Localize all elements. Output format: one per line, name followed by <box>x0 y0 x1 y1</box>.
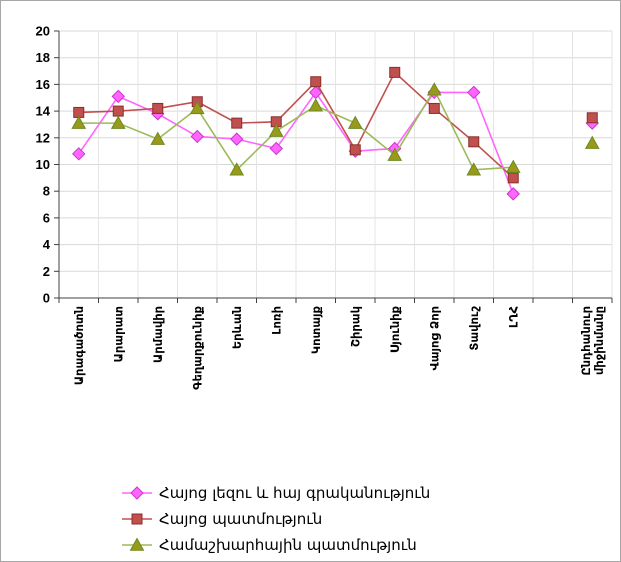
x-tick-label: Արմավիր <box>151 306 165 363</box>
data-point <box>72 147 86 161</box>
data-point <box>111 89 125 104</box>
legend-label: Համաշխարհային պատմություն <box>159 536 417 554</box>
data-point <box>229 162 245 176</box>
data-point <box>586 112 598 124</box>
y-tick-label: 20 <box>36 24 50 39</box>
data-point <box>190 129 204 144</box>
y-tick-label: 0 <box>43 291 50 306</box>
data-point <box>466 162 482 176</box>
y-tick-label: 2 <box>43 264 50 279</box>
y-tick-label: 16 <box>36 77 50 92</box>
data-point <box>505 159 521 173</box>
y-tick-label: 12 <box>36 130 50 145</box>
x-tick-label: Ընդհանուրմիջինմանը <box>579 306 606 376</box>
x-tick-label: Երևան <box>230 306 244 349</box>
x-tick-label: Սյունիք <box>388 306 402 353</box>
data-point <box>349 144 361 156</box>
x-tick-label: Տավուշ <box>467 306 481 351</box>
legend: Հայոց լեզու և հայ գրականություն Հայոց պատ… <box>122 484 430 554</box>
data-point <box>112 105 124 117</box>
data-point <box>387 147 403 161</box>
legend-label: Հայոց պատմություն <box>159 510 322 528</box>
data-point <box>110 115 126 129</box>
data-point <box>231 117 243 129</box>
data-point <box>507 172 519 184</box>
legend-marker <box>129 537 145 551</box>
data-point <box>308 98 324 112</box>
y-tick-label: 6 <box>43 210 50 225</box>
series-layer <box>71 66 600 201</box>
legend-label: Հայոց լեզու և հայ գրականություն <box>159 484 430 502</box>
data-point <box>389 66 401 78</box>
data-point <box>230 132 244 146</box>
legend-item: Համաշխարհային պատմություն <box>122 536 417 554</box>
data-point <box>269 141 283 156</box>
y-tick-label: 10 <box>36 157 50 172</box>
x-tick-label: ԼՂՀ <box>506 306 520 328</box>
data-point <box>189 100 205 115</box>
data-point <box>467 85 481 100</box>
y-tick-label: 8 <box>43 184 50 199</box>
grid-layer <box>59 30 613 298</box>
data-point <box>584 135 600 149</box>
axis-layer: 0 2 4 6 8 10 12 14 16 18 20 <box>36 24 613 306</box>
data-point <box>310 76 322 88</box>
legend-marker <box>130 486 144 500</box>
x-tick-label: Շիրակ <box>348 306 362 347</box>
data-point <box>152 102 164 114</box>
x-tick-label: Կոտայք <box>309 306 323 354</box>
data-point <box>268 123 284 137</box>
series-3 <box>71 82 600 176</box>
y-tick-label: 14 <box>36 104 51 119</box>
data-point <box>506 187 520 201</box>
x-tick-labels: Արագածոտն Արարատ Արմավիր Գեղարքունիք Երևան Լո… <box>72 306 606 390</box>
y-tick-label: 4 <box>43 237 51 252</box>
legend-item: Հայոց պատմություն <box>122 510 322 528</box>
x-tick-label: Գեղարքունիք <box>190 306 204 390</box>
data-point <box>426 82 442 96</box>
legend-item: Հայոց լեզու և հայ գրականություն <box>122 484 430 502</box>
x-tick-label: Արարատ <box>111 306 125 362</box>
data-point <box>428 102 440 114</box>
data-point <box>347 115 363 129</box>
data-point <box>468 136 480 148</box>
data-point <box>150 131 166 145</box>
series-line <box>78 71 514 179</box>
data-point <box>71 115 87 129</box>
y-tick-label: 18 <box>36 50 50 65</box>
x-tick-label: Արագածոտն <box>72 306 86 385</box>
x-tick-label: Վայոց Ձոր <box>427 306 441 371</box>
series-line <box>78 88 514 172</box>
legend-marker <box>131 513 143 525</box>
x-tick-label: Լոռի <box>269 306 283 335</box>
